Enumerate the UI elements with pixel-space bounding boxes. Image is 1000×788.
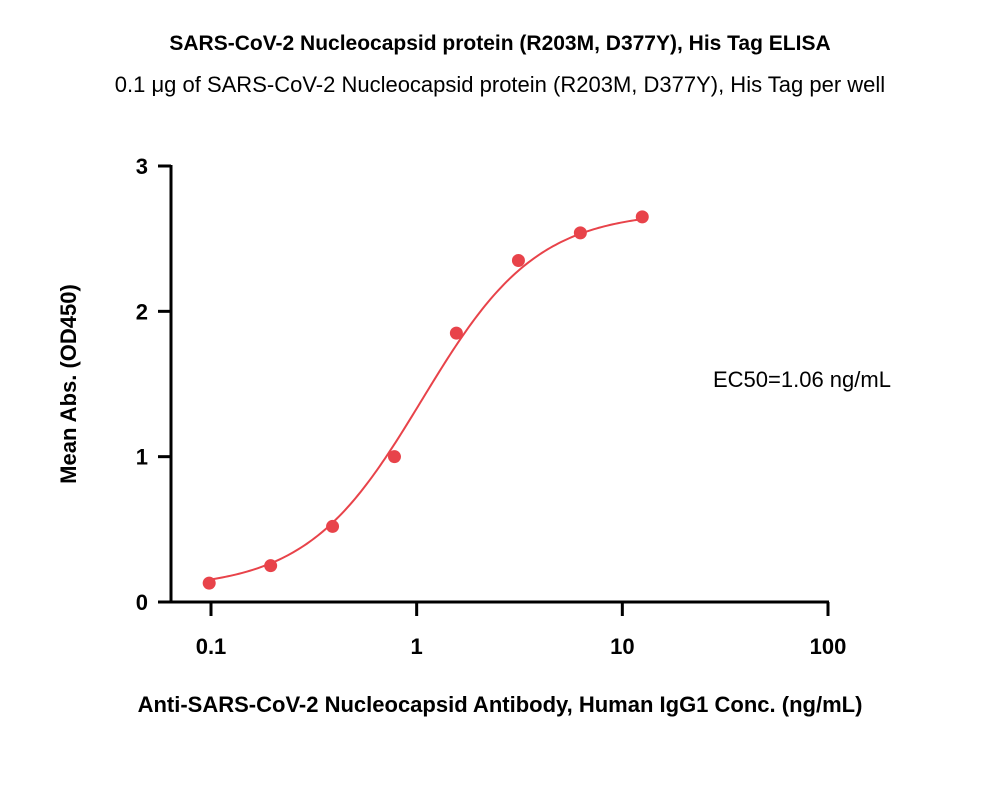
fit-curve (209, 218, 643, 581)
x-tick-label: 100 (810, 634, 847, 659)
data-point (326, 519, 340, 533)
axes (169, 165, 829, 604)
chart-subtitle: 0.1 μg of SARS-CoV-2 Nucleocapsid protei… (114, 72, 886, 97)
data-point (449, 326, 463, 340)
data-point (264, 559, 278, 573)
y-tick-label: 0 (136, 590, 148, 615)
y-tick-label: 2 (136, 299, 148, 324)
data-points (202, 210, 649, 590)
data-point (202, 576, 216, 590)
y-tick-label: 1 (136, 445, 148, 470)
data-point (511, 253, 525, 267)
chart-title: SARS-CoV-2 Nucleocapsid protein (R203M, … (169, 32, 831, 55)
data-point (573, 226, 587, 240)
ec50-annotation: EC50=1.06 ng/mL (713, 367, 891, 392)
x-tick-label: 0.1 (196, 634, 227, 659)
ticks: 0 1 2 3 0.1 1 10 100 (136, 154, 847, 659)
y-axis-label: Mean Abs. (OD450) (56, 284, 81, 484)
data-point (387, 450, 401, 464)
data-point (635, 210, 649, 224)
x-tick-label: 10 (610, 634, 634, 659)
x-tick-label: 1 (411, 634, 423, 659)
y-tick-label: 3 (136, 154, 148, 179)
x-axis-label: Anti-SARS-CoV-2 Nucleocapsid Antibody, H… (138, 692, 863, 717)
